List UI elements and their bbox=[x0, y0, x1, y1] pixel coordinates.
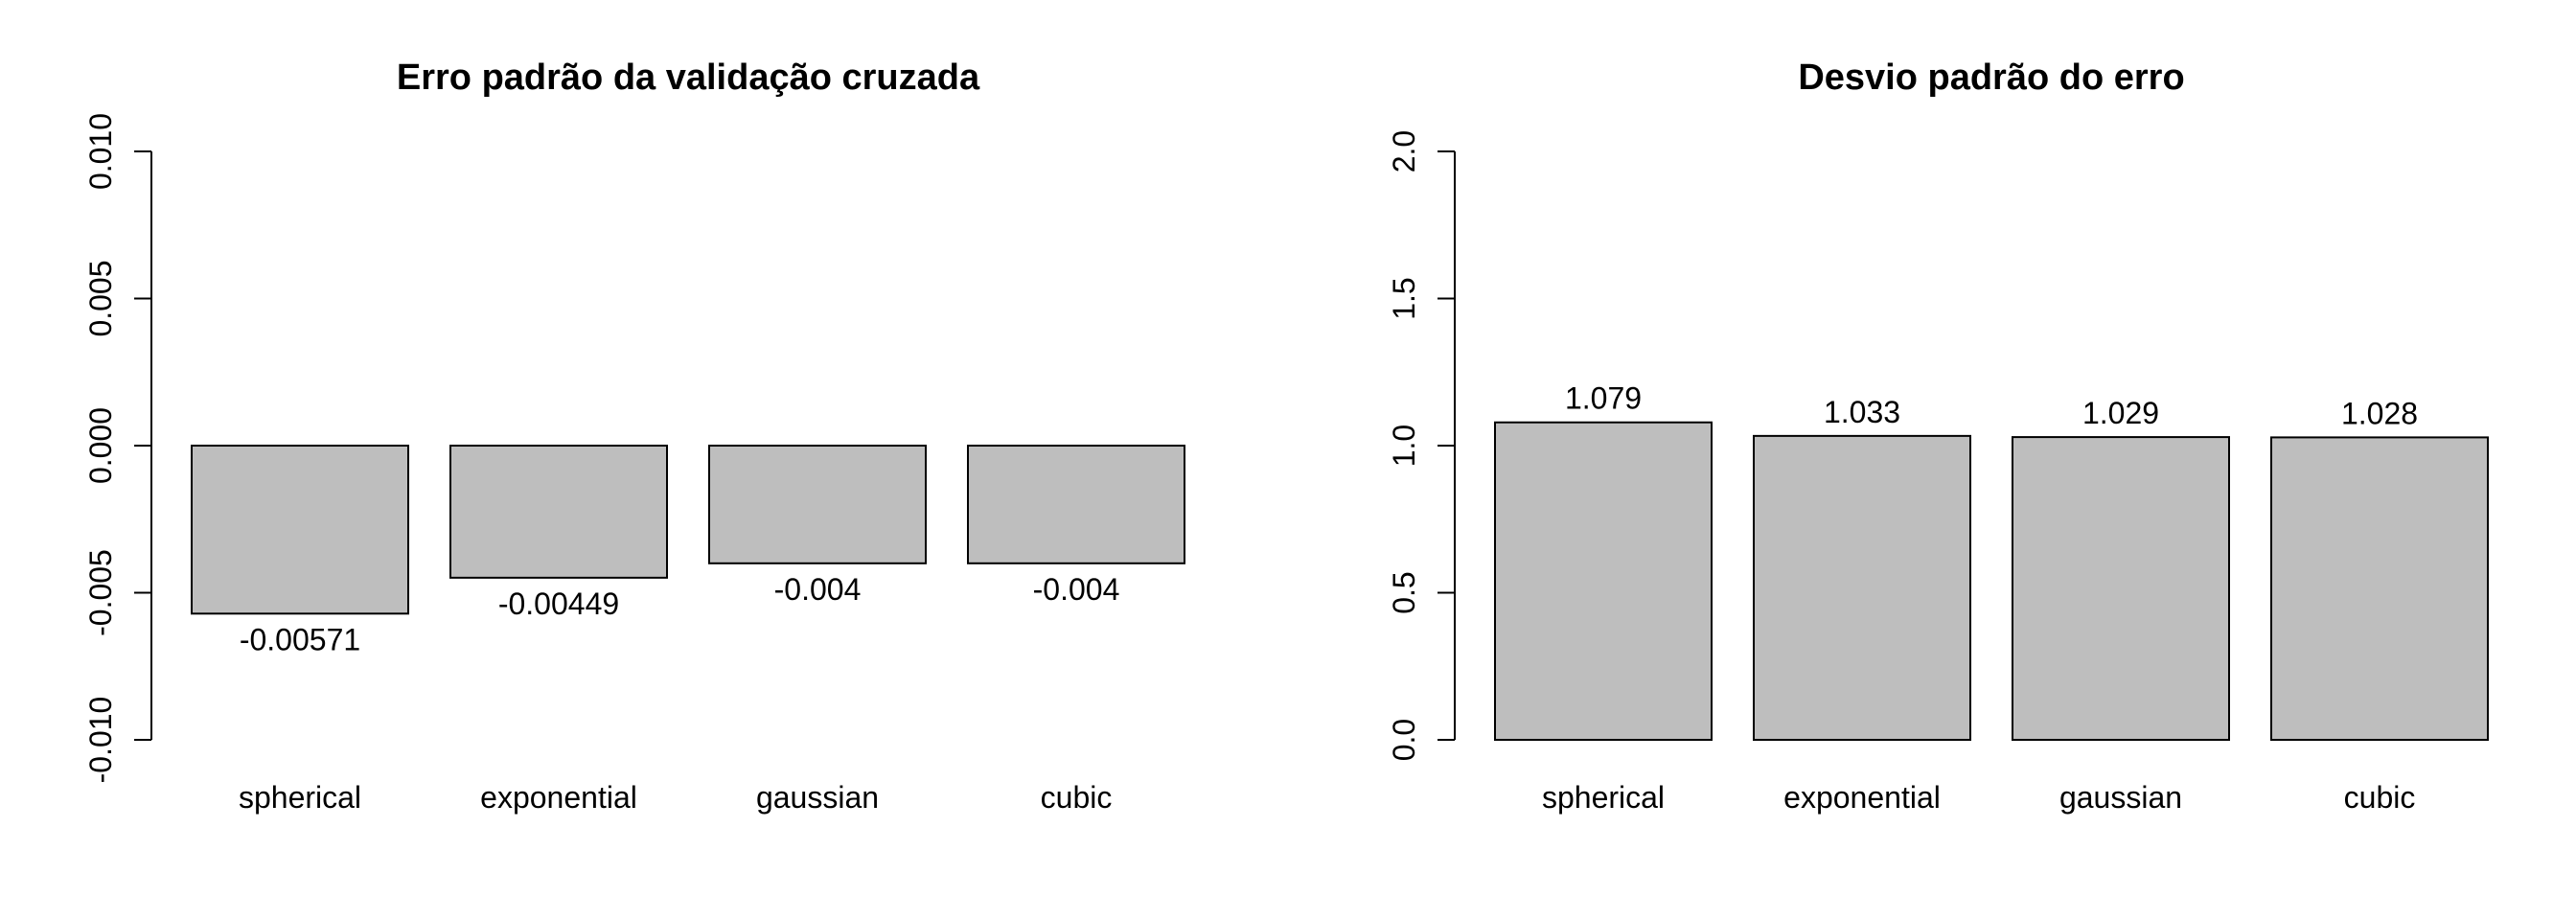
category-label: gaussian bbox=[756, 780, 879, 815]
bar-exponential bbox=[1753, 434, 1971, 741]
category-label: spherical bbox=[239, 780, 361, 815]
category-label: cubic bbox=[1041, 780, 1113, 815]
label-group: -0.00571 spherical -0.00449 exponential -0.0… bbox=[239, 572, 1119, 815]
y-tick-label: 0.005 bbox=[83, 260, 118, 336]
y-axis: 0.0 0.5 1.0 1.5 2.0 bbox=[1387, 130, 1456, 761]
category-label: spherical bbox=[1542, 780, 1665, 815]
y-tick-label: 2.0 bbox=[1387, 130, 1421, 172]
bar-exponential bbox=[449, 445, 668, 579]
bar-gaussian bbox=[708, 445, 927, 564]
bar-gaussian bbox=[2012, 436, 2230, 741]
chart-panel-cv-standard-error: Erro padrão da validação cruzada -0.010-… bbox=[83, 58, 1185, 815]
bar-group bbox=[191, 445, 1185, 615]
y-tick-label: 1.0 bbox=[1387, 425, 1421, 467]
y-tick-label: 1.5 bbox=[1387, 277, 1421, 319]
category-label: gaussian bbox=[2059, 780, 2182, 815]
category-label: exponential bbox=[480, 780, 637, 815]
bar-spherical bbox=[1494, 421, 1713, 741]
chart-title: Erro padrão da validação cruzada bbox=[397, 58, 980, 98]
bar-cubic bbox=[967, 445, 1185, 564]
y-tick-label: -0.005 bbox=[83, 549, 118, 636]
category-label: cubic bbox=[2344, 780, 2416, 815]
category-label: exponential bbox=[1783, 780, 1941, 815]
data-label: 1.079 bbox=[1565, 381, 1642, 416]
data-label: -0.00571 bbox=[240, 622, 360, 656]
data-label: 1.028 bbox=[2341, 396, 2418, 430]
y-tick-label: 0.5 bbox=[1387, 571, 1421, 613]
y-tick-label: -0.010 bbox=[83, 697, 118, 784]
y-axis: -0.010 -0.005 0.000 0.005 0.010 bbox=[83, 113, 152, 784]
data-label: -0.004 bbox=[1033, 572, 1120, 607]
data-label: 1.033 bbox=[1824, 395, 1900, 429]
label-group: 1.079 spherical 1.033 exponential 1.029 gauss… bbox=[1542, 381, 2418, 815]
data-label: -0.004 bbox=[774, 572, 862, 607]
bar-cubic bbox=[2270, 436, 2489, 741]
y-tick-label: 0.010 bbox=[83, 113, 118, 190]
data-label: -0.00449 bbox=[498, 586, 619, 621]
bar-spherical bbox=[191, 445, 409, 615]
bar-group bbox=[1494, 421, 2489, 741]
y-tick-label: 0.000 bbox=[83, 407, 118, 484]
y-tick-label: 0.0 bbox=[1387, 719, 1421, 761]
chart-panel-error-std-dev: Desvio padrão do erro 0.0 0.5 1.0 1.5 2.0 1.… bbox=[1387, 58, 2489, 815]
chart-title: Desvio padrão do erro bbox=[1798, 58, 2184, 98]
data-label: 1.029 bbox=[2082, 396, 2159, 430]
